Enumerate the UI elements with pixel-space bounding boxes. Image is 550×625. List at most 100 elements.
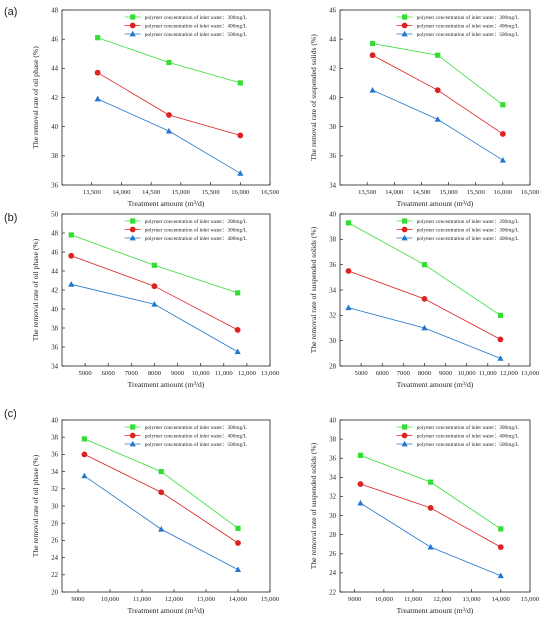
y-tick-label: 42: [51, 287, 58, 294]
data-point: [427, 505, 434, 511]
data-point: [158, 469, 164, 475]
y-tick-label: 30: [51, 503, 58, 510]
y-tick-label: 24: [329, 570, 336, 577]
x-axis-label: Treatment amount (m³/d): [397, 199, 474, 208]
legend-label: polymer concentration of inlet water：300…: [417, 14, 519, 21]
data-point: [497, 312, 504, 318]
legend-marker: [130, 424, 136, 430]
legend-marker: [130, 218, 136, 224]
x-tick-label: 15,000: [261, 596, 280, 603]
y-tick-label: 28: [329, 363, 336, 370]
y-tick-label: 44: [51, 66, 58, 73]
data-point: [151, 262, 158, 268]
data-point: [158, 489, 165, 496]
x-tick-label: 10,000: [101, 596, 120, 603]
y-axis-label: The removal rate of suspended solids (%): [309, 442, 318, 569]
data-point: [421, 262, 428, 268]
x-tick-label: 12,000: [238, 370, 257, 377]
x-tick-label: 11,000: [133, 596, 152, 603]
data-point: [165, 127, 173, 134]
x-tick-label: 13,000: [462, 596, 481, 603]
chart-4: 5000 6000 7000 8000 9000 10,000 11,000 12,000 13…: [309, 211, 540, 389]
data-point: [94, 95, 101, 102]
y-axis-label: The removal rate of oil phase (%): [31, 238, 40, 341]
y-tick-label: 44: [51, 268, 58, 275]
x-tick-label: 15,000: [440, 189, 459, 196]
legend-label: polymer concentration of inlet water：300…: [145, 227, 247, 234]
legend-label: polymer concentration of inlet water：300…: [145, 14, 247, 21]
series-line-2: [97, 72, 241, 136]
x-axis-label: Treatment amount (m³/d): [128, 380, 205, 389]
x-tick-label: 14,000: [229, 596, 248, 603]
series-line-1: [360, 454, 501, 530]
chart-1: 13,500 14,000 14,500 15,000 15,500 16,000 16,5…: [31, 7, 280, 208]
panel-letter-c: (c): [4, 408, 17, 420]
x-tick-label: 7000: [397, 370, 411, 377]
y-tick-label: 32: [329, 494, 336, 501]
y-tick-label: 36: [51, 182, 58, 189]
data-point: [499, 157, 506, 163]
y-tick-label: 40: [51, 124, 58, 131]
data-point: [237, 80, 243, 86]
series-line-3: [372, 89, 504, 161]
y-tick-label: 42: [51, 95, 58, 102]
x-tick-label: 16,500: [521, 189, 540, 196]
data-point: [81, 472, 88, 479]
data-point: [434, 116, 441, 122]
chart-3: 5000 6000 7000 8000 9000 10,000 11,000 12,000 13…: [31, 211, 280, 389]
data-point: [68, 232, 74, 238]
legend-marker: [129, 226, 136, 233]
chart-6: 9000 10,000 11,000 12,000 13,000 14,000 15,000…: [309, 417, 540, 615]
data-point: [357, 499, 364, 506]
legend-marker: [401, 432, 408, 439]
legend-marker: [129, 440, 136, 447]
data-point: [151, 283, 158, 290]
y-tick-label: 34: [51, 469, 58, 476]
y-tick-label: 38: [329, 237, 336, 244]
legend-label: polymer concentration of inlet water：500…: [417, 31, 519, 38]
data-point: [428, 479, 434, 485]
x-axis-label: Treatment amount (m³/d): [397, 606, 474, 615]
data-point: [427, 543, 434, 550]
data-point: [497, 336, 504, 343]
x-tick-label: 16,000: [494, 189, 513, 196]
data-point: [435, 52, 441, 58]
y-tick-label: 42: [329, 66, 336, 73]
x-tick-label: 15,000: [521, 596, 540, 603]
plot-frame: [339, 419, 531, 593]
data-point: [421, 324, 428, 331]
legend-marker: [401, 440, 408, 447]
series-line-3: [97, 98, 241, 174]
x-tick-label: 16,500: [261, 189, 280, 196]
data-point: [498, 526, 504, 532]
data-point: [234, 327, 241, 333]
y-tick-label: 38: [51, 435, 58, 442]
legend-marker: [129, 30, 136, 37]
legend-marker: [402, 218, 408, 224]
data-point: [497, 572, 504, 579]
y-tick-label: 40: [51, 417, 58, 424]
x-tick-label: 12,000: [433, 596, 452, 603]
data-point: [357, 452, 364, 458]
data-point: [345, 220, 352, 226]
y-axis-label: The removal rate of oil phase (%): [31, 46, 40, 149]
legend-marker: [401, 234, 408, 241]
y-axis-label: The removal rate of suspended solids (%): [309, 34, 318, 161]
data-point: [81, 436, 87, 442]
y-tick-label: 38: [329, 436, 336, 443]
data-point: [151, 301, 158, 307]
x-tick-label: 9000: [348, 596, 362, 603]
series-line-2: [360, 483, 501, 548]
legend-label: polymer concentration of inlet water：300…: [417, 424, 519, 431]
y-tick-label: 40: [51, 306, 58, 313]
legend-marker: [129, 22, 136, 29]
legend-label: polymer concentration of inlet water：200…: [417, 218, 519, 225]
y-tick-label: 38: [329, 124, 336, 131]
data-point: [68, 281, 75, 287]
y-tick-label: 40: [329, 211, 336, 218]
data-point: [369, 87, 376, 93]
chart-5: 9000 10,000 11,000 12,000 13,000 14,000 15,000…: [31, 417, 280, 615]
data-point: [497, 355, 504, 361]
legend-label: polymer concentration of inlet water：500…: [417, 441, 519, 448]
